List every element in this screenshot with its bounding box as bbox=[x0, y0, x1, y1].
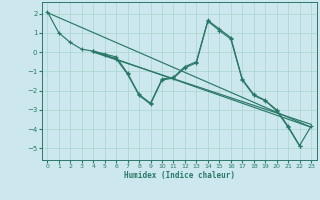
X-axis label: Humidex (Indice chaleur): Humidex (Indice chaleur) bbox=[124, 171, 235, 180]
